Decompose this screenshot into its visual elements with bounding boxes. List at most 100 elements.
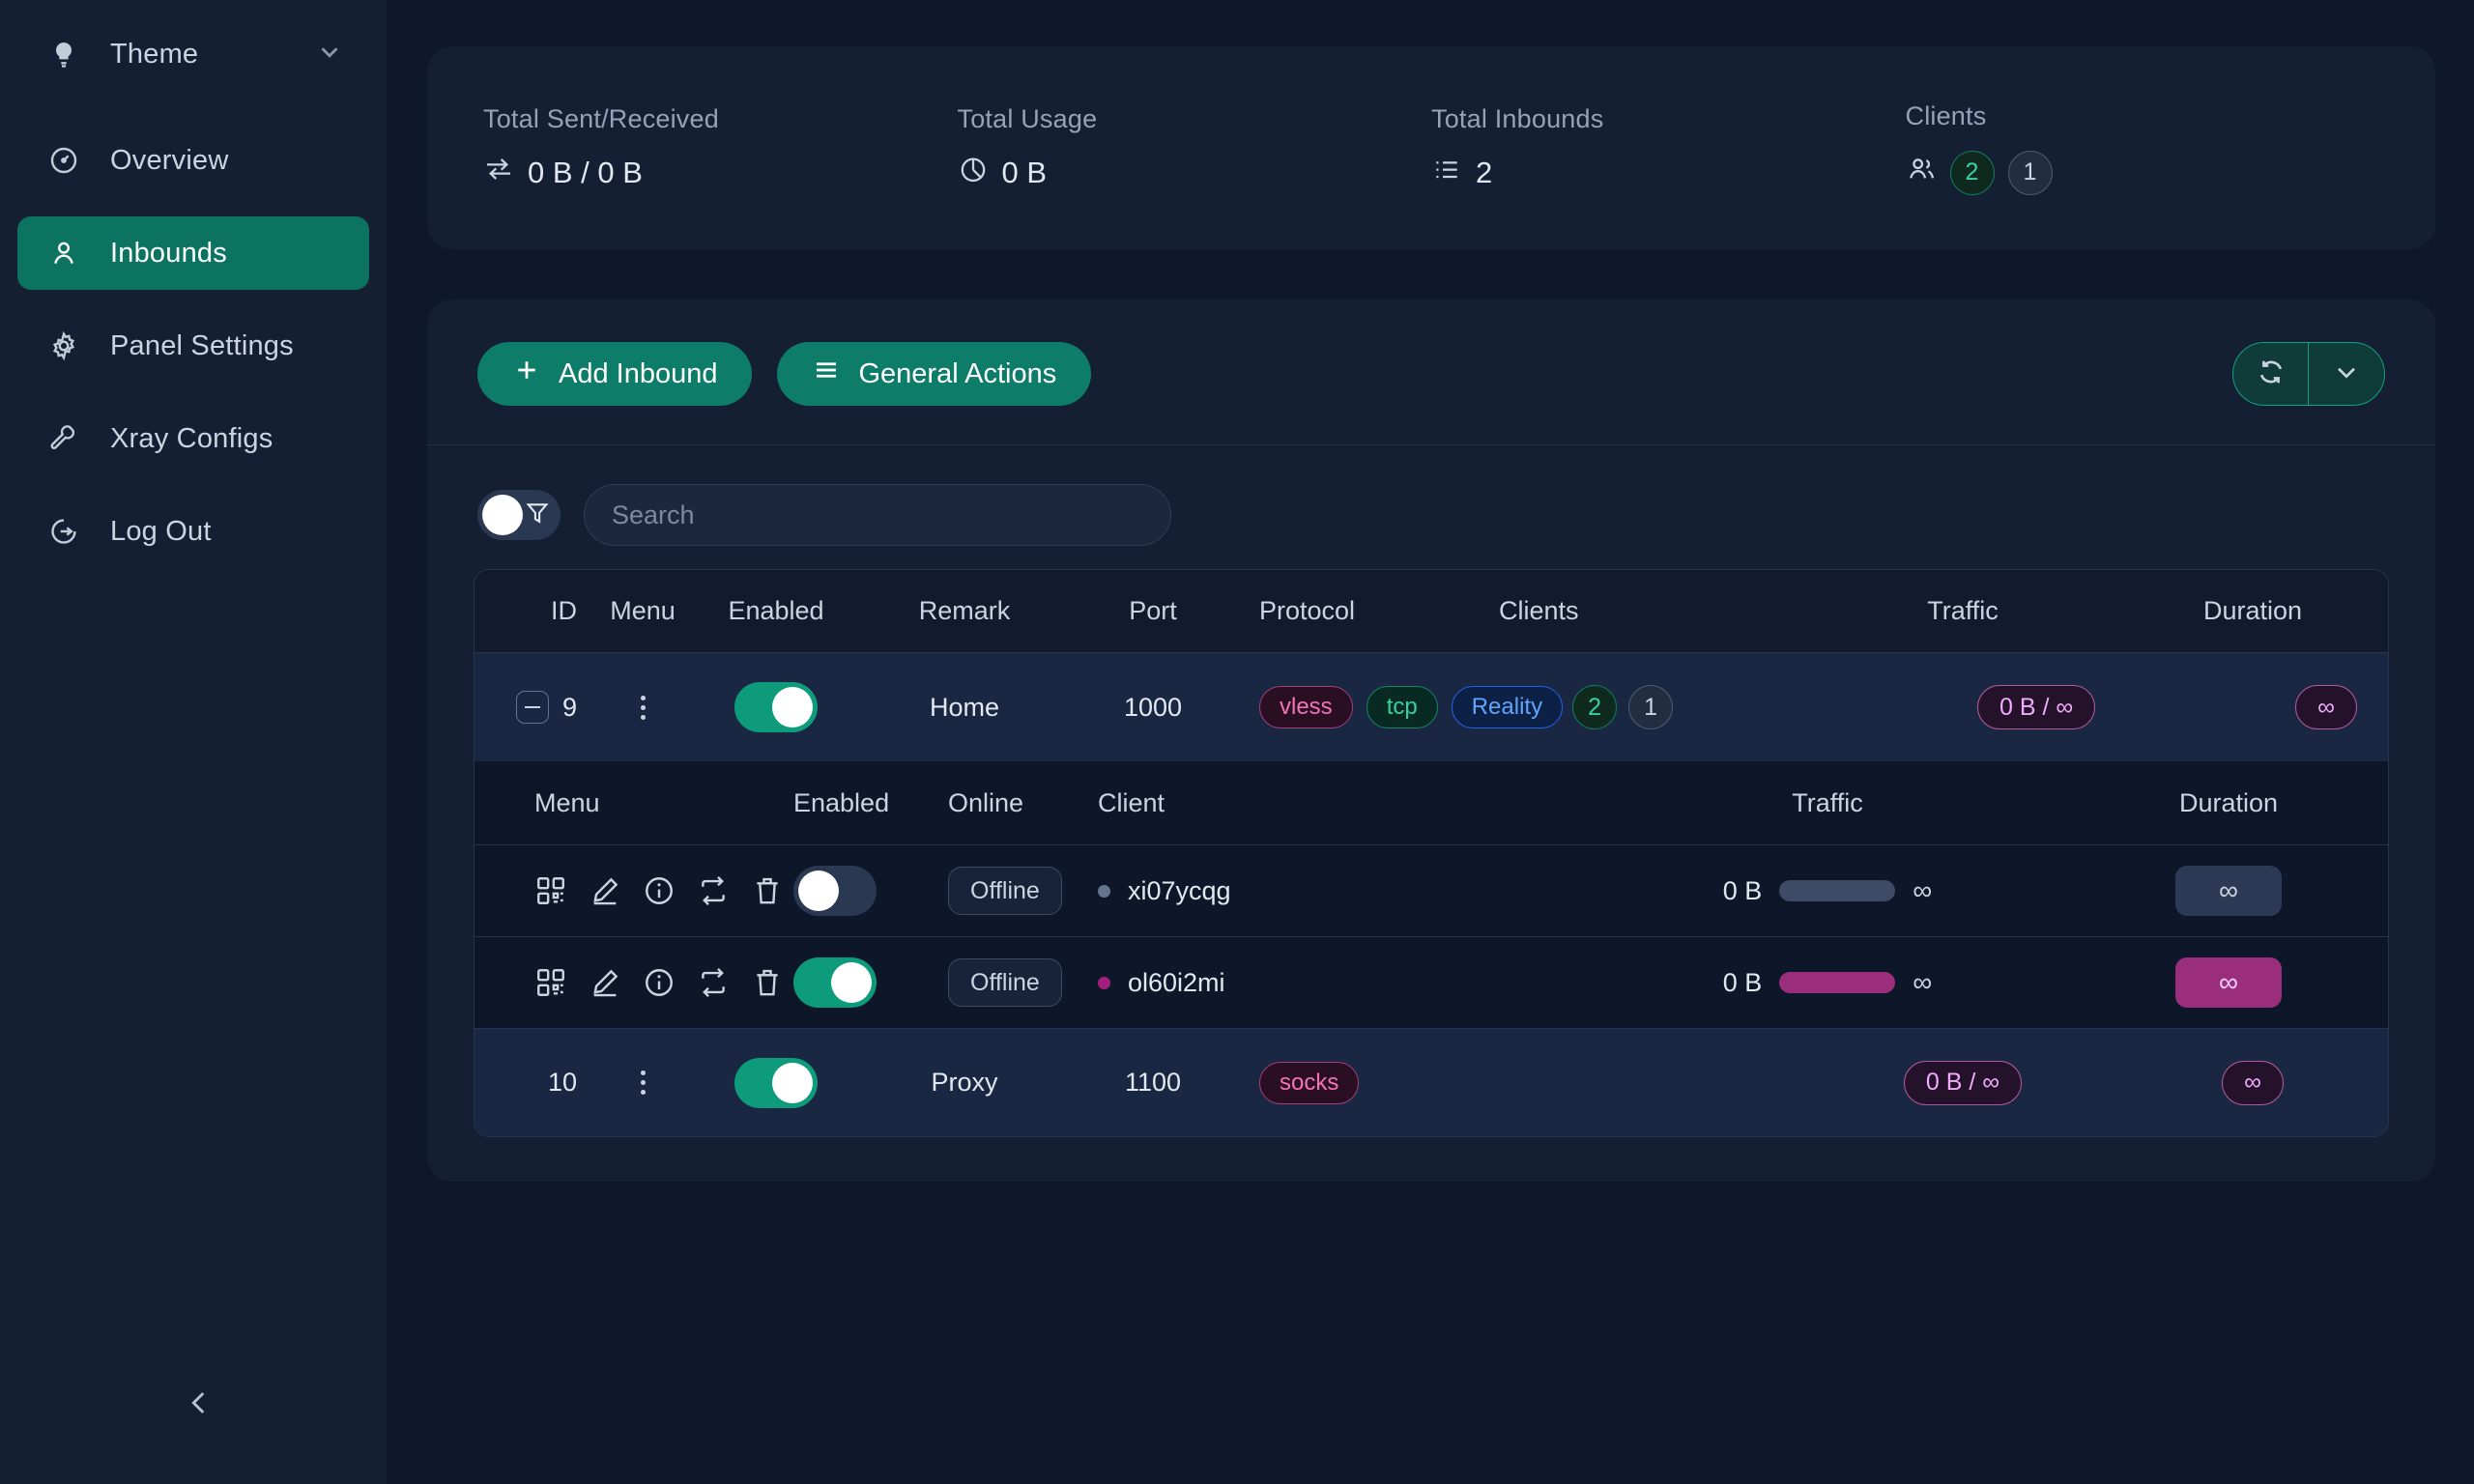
qr-code-icon[interactable]: [534, 874, 567, 907]
reset-icon[interactable]: [697, 966, 730, 999]
sidebar-item-panel-settings[interactable]: Panel Settings: [17, 309, 369, 383]
client-name-cell: xi07ycqg: [1098, 876, 1586, 906]
online-status-badge: Offline: [948, 958, 1062, 1007]
kebab-menu-icon[interactable]: [640, 1070, 646, 1095]
protocol-tag: vless: [1259, 686, 1353, 728]
client-traffic-cell: 0 B ∞: [1586, 967, 2069, 998]
hamburger-icon: [812, 356, 841, 392]
sidebar-item-label: Overview: [110, 144, 229, 176]
protocol-tag: Reality: [1451, 686, 1564, 728]
duration-badge: ∞: [2222, 1060, 2284, 1105]
client-enabled-toggle[interactable]: [793, 957, 877, 1008]
clients-online-badge: 2: [1949, 150, 1995, 195]
sidebar-item-theme[interactable]: Theme: [17, 17, 369, 91]
client-row[interactable]: Offline xi07ycqg 0 B ∞ ∞: [475, 844, 2388, 936]
reset-icon[interactable]: [697, 874, 730, 907]
filter-toggle[interactable]: [477, 490, 561, 540]
row-port: 1100: [1124, 1068, 1182, 1097]
subheader-enabled: Enabled: [793, 787, 890, 817]
delete-icon[interactable]: [751, 874, 784, 907]
kebab-menu-icon[interactable]: [640, 695, 646, 720]
client-status-dot: [1098, 976, 1110, 989]
row-id: 10: [547, 1068, 577, 1097]
gauge-icon: [43, 139, 85, 182]
header-clients: Clients: [1499, 596, 1579, 625]
chevron-left-icon: [183, 1386, 216, 1424]
wrench-icon: [43, 417, 85, 460]
sidebar-collapse-button[interactable]: [172, 1378, 226, 1432]
info-icon[interactable]: [643, 966, 676, 999]
row-clients-cell: 2 1: [1563, 685, 1882, 729]
stat-total-inbounds: Total Inbounds 2: [1431, 104, 1906, 192]
header-port: Port: [1129, 596, 1177, 625]
refresh-icon: [2256, 357, 2287, 392]
client-online-cell: Offline: [948, 958, 1098, 1007]
row-id-cell: 9: [475, 691, 587, 724]
users-icon: [1906, 154, 1937, 192]
client-enabled-cell: [793, 957, 948, 1008]
stat-label: Total Inbounds: [1431, 103, 1604, 133]
sidebar-item-overview[interactable]: Overview: [17, 124, 369, 197]
general-actions-button[interactable]: General Actions: [777, 342, 1092, 406]
traffic-badge: 0 B / ∞: [1903, 1060, 2023, 1105]
header-duration: Duration: [2202, 596, 2303, 625]
subheader-client: Client: [1098, 787, 1165, 817]
info-icon[interactable]: [643, 874, 676, 907]
chevron-down-icon[interactable]: [315, 38, 344, 71]
traffic-badge: 0 B / ∞: [1976, 685, 2096, 729]
row-traffic-cell: 0 B / ∞: [1882, 685, 2191, 729]
sidebar-item-inbounds[interactable]: Inbounds: [17, 216, 369, 290]
enabled-toggle[interactable]: [734, 682, 818, 732]
logout-icon: [43, 510, 85, 553]
list-icon: [1431, 154, 1462, 192]
inbounds-panel: Add Inbound General Actions: [427, 300, 2435, 1182]
sidebar-item-log-out[interactable]: Log Out: [17, 495, 369, 568]
traffic-limit: ∞: [1913, 967, 1933, 997]
duration-badge: ∞: [2295, 685, 2357, 729]
delete-icon[interactable]: [751, 966, 784, 999]
clients-offline-badge: 1: [2007, 150, 2053, 195]
row-duration-cell: ∞: [2191, 685, 2388, 729]
table-row[interactable]: 9 Home 1000 vless tcp Reality: [475, 653, 2388, 761]
row-duration-cell: ∞: [2117, 1060, 2388, 1105]
protocol-tag: tcp: [1366, 686, 1438, 728]
funnel-icon: [524, 499, 551, 531]
client-row[interactable]: Offline ol60i2mi 0 B ∞ ∞: [475, 936, 2388, 1028]
table-header-row: ID Menu Enabled Remark Port Protocol Cli…: [475, 570, 2388, 653]
table-row[interactable]: 10 Proxy 1100 socks 0 B / ∞: [475, 1028, 2388, 1136]
enabled-toggle[interactable]: [734, 1057, 818, 1108]
sidebar-item-label: Xray Configs: [110, 422, 273, 454]
client-duration-cell: ∞: [2069, 866, 2388, 916]
panel-toolbar: Add Inbound General Actions: [427, 300, 2435, 445]
traffic-bar: [1779, 880, 1896, 901]
sidebar-item-xray-configs[interactable]: Xray Configs: [17, 402, 369, 475]
user-icon: [43, 232, 85, 274]
stat-value-wrap: 2: [1431, 154, 1906, 192]
client-enabled-toggle[interactable]: [793, 866, 877, 916]
client-actions-cell: [475, 874, 793, 907]
search-input[interactable]: [584, 484, 1171, 546]
traffic-bar: [1779, 972, 1896, 993]
collapse-row-icon[interactable]: [515, 691, 549, 724]
sidebar-item-label: Panel Settings: [110, 329, 294, 361]
qr-code-icon[interactable]: [534, 966, 567, 999]
add-inbound-button[interactable]: Add Inbound: [477, 342, 753, 406]
stats-card: Total Sent/Received 0 B / 0 B Total Usag…: [427, 46, 2435, 249]
row-protocol-cell: vless tcp Reality: [1230, 686, 1564, 728]
refresh-button[interactable]: [2233, 343, 2309, 405]
refresh-dropdown-button[interactable]: [2309, 343, 2384, 405]
client-actions-cell: [475, 966, 793, 999]
client-duration-badge: ∞: [2175, 957, 2282, 1008]
refresh-button-group: [2232, 342, 2385, 406]
edit-icon[interactable]: [589, 874, 621, 907]
stat-value: 0 B: [1001, 155, 1048, 189]
row-id: 9: [561, 692, 577, 722]
general-actions-label: General Actions: [858, 357, 1057, 389]
traffic-used: 0 B: [1722, 875, 1763, 905]
row-protocol-cell: socks: [1230, 1061, 1489, 1104]
row-menu-cell: [587, 1070, 699, 1095]
traffic-limit: ∞: [1913, 875, 1933, 905]
edit-icon[interactable]: [589, 966, 621, 999]
clients-online-badge: 2: [1572, 685, 1618, 729]
row-remark: Proxy: [931, 1068, 998, 1097]
